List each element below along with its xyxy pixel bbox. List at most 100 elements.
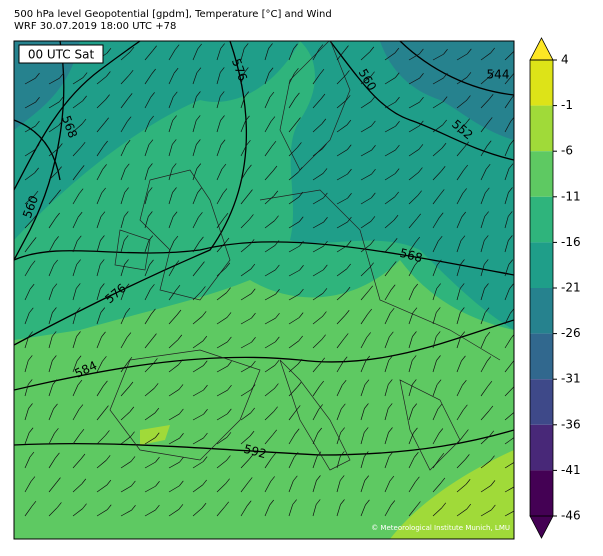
wind-barb [504, 121, 511, 133]
region [14, 41, 300, 240]
wind-barb [288, 504, 293, 517]
wind-barb [412, 307, 418, 313]
wind-barb [153, 358, 158, 364]
wind-barb [297, 142, 302, 148]
wind-barb [128, 381, 134, 388]
wind-barb [384, 101, 396, 109]
wind-barb [219, 67, 225, 73]
wind-barb [35, 72, 40, 79]
wind-barb [168, 265, 176, 277]
wind-barb [105, 430, 110, 436]
wind-barb [243, 43, 249, 49]
wind-barb [346, 119, 352, 126]
wind-barb [440, 477, 446, 484]
wind-barb [384, 243, 394, 253]
wind-barb [48, 171, 58, 181]
wind-barb [461, 211, 467, 218]
wind-barb [120, 312, 127, 325]
wind-barb [203, 384, 208, 391]
wind-barb [360, 313, 369, 325]
wind-barb [394, 191, 399, 198]
wind-barb [196, 91, 201, 97]
wind-barb [432, 147, 443, 157]
wind-barb [480, 336, 487, 349]
wind-barb [24, 506, 33, 517]
wind-barb [299, 265, 304, 271]
wind-barb [171, 163, 177, 169]
wind-barb [485, 187, 490, 194]
wind-barb [264, 481, 271, 493]
wind-barb [456, 288, 461, 301]
wind-barb [298, 335, 303, 342]
wind-barb [312, 49, 320, 61]
wind-barb [216, 413, 228, 421]
wind-barb [226, 455, 231, 461]
wind-barb [144, 485, 156, 493]
wind-barb [72, 264, 77, 277]
wind-barb [272, 165, 278, 172]
wind-barb [168, 290, 177, 301]
wind-barb [389, 331, 394, 338]
wind-barb [216, 168, 223, 181]
wind-barb [264, 411, 274, 421]
wind-barb [216, 96, 221, 109]
wind-barb [504, 337, 512, 349]
wind-barb [268, 67, 274, 73]
colorbar-tick-label: -11 [561, 189, 581, 203]
wind-barb [336, 124, 348, 133]
wind-barb [294, 68, 299, 74]
wind-barb [456, 508, 467, 517]
wind-barb [216, 389, 228, 397]
wind-barb [320, 93, 326, 100]
wind-barb [82, 503, 87, 509]
wind-barb [485, 163, 491, 170]
wind-barb [227, 408, 232, 415]
wind-barb [192, 461, 204, 469]
wind-barb [96, 122, 105, 133]
wind-barb [120, 74, 130, 85]
wind-barb [96, 76, 107, 85]
wind-barb [72, 288, 77, 301]
wind-barb [293, 43, 298, 50]
wind-barb [55, 452, 60, 459]
wind-barb [504, 192, 509, 205]
coastlines [109, 41, 501, 471]
wind-barb [249, 239, 255, 245]
wind-barb [96, 99, 106, 109]
wind-barb [456, 264, 461, 277]
wind-barb [321, 334, 326, 340]
wind-barb [360, 149, 372, 157]
wind-barb [288, 221, 300, 229]
colorbar-tick-label: -31 [561, 372, 581, 386]
wind-barb [336, 245, 348, 253]
wind-barb [120, 121, 128, 133]
wind-barb [56, 189, 61, 195]
wind-barb [462, 380, 467, 386]
wind-barb [144, 363, 154, 373]
wind-barb [216, 120, 221, 133]
wind-barb [275, 289, 280, 295]
wind-barb [419, 120, 424, 127]
wind-barb [365, 355, 371, 362]
wind-barb [174, 44, 180, 50]
wind-barb [219, 91, 225, 97]
wind-barb [269, 91, 275, 98]
wind-barb [72, 434, 81, 445]
wind-barb [250, 407, 255, 414]
wind-barb [395, 144, 400, 151]
wind-barb [171, 139, 177, 145]
wind-barb [384, 313, 391, 325]
wind-barb [322, 143, 327, 149]
wind-barb [28, 331, 33, 337]
wind-barb [340, 451, 345, 457]
wind-barb [216, 193, 224, 205]
wind-barb [440, 166, 446, 172]
wind-barb [216, 218, 225, 229]
wind-barb [432, 217, 440, 229]
wind-barb [480, 122, 489, 133]
wind-barb [168, 461, 180, 469]
wind-barb [456, 240, 462, 253]
wind-barb [196, 139, 201, 145]
wind-barb [336, 221, 348, 229]
wind-barb [251, 360, 256, 367]
